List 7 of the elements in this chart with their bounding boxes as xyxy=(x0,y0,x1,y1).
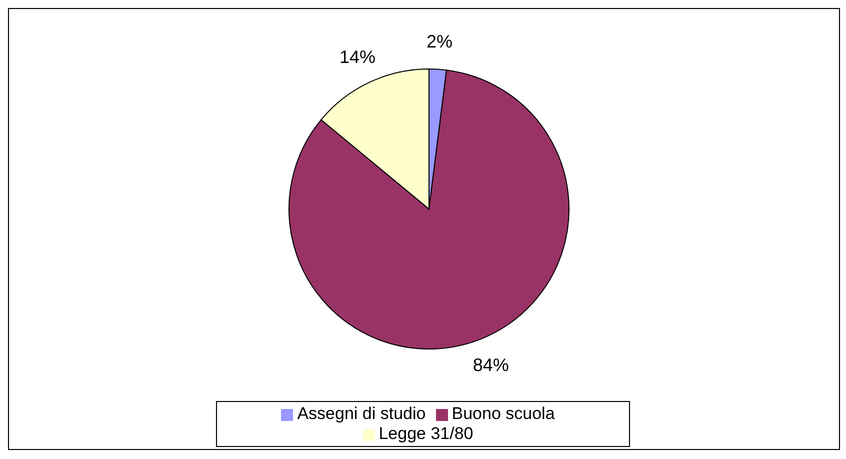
legend-label: Assegni di studio xyxy=(297,404,426,423)
pie-slice xyxy=(288,70,570,350)
data-label: 84% xyxy=(472,355,509,376)
legend-label: Legge 31/80 xyxy=(378,424,474,443)
data-label: 14% xyxy=(339,46,376,67)
data-label: 2% xyxy=(426,31,453,52)
legend-label: Buono scuola xyxy=(452,404,555,423)
